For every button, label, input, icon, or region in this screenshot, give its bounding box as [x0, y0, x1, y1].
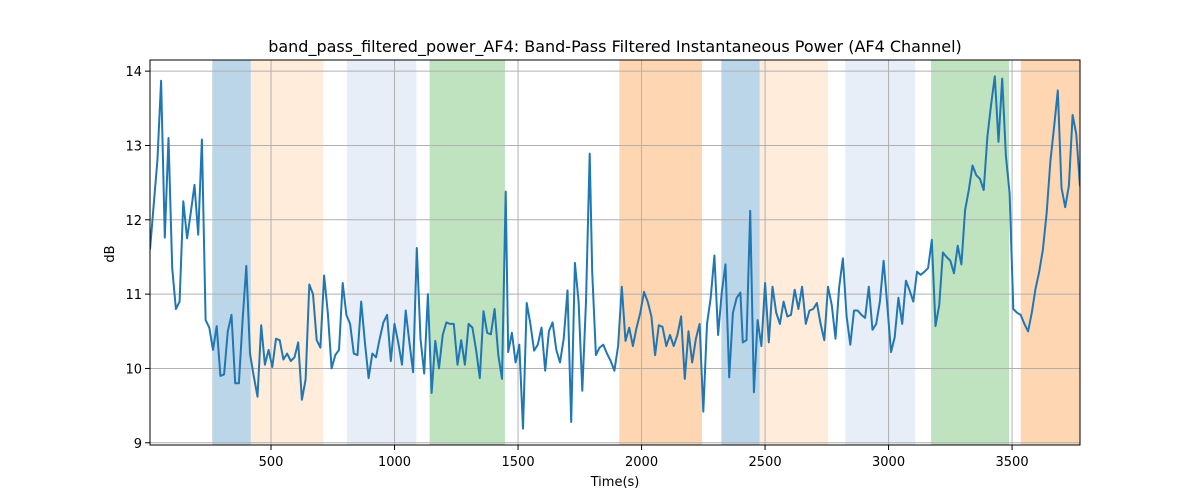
series-layer — [150, 75, 1080, 430]
x-axis-ticks: 500 1000 1500 2000 2500 3000 3500 — [259, 445, 1029, 470]
x-tick-label-0: 500 — [259, 455, 284, 470]
band-9 — [1020, 60, 1080, 445]
band-6 — [759, 60, 829, 445]
y-tick-label-4: 13 — [125, 139, 142, 154]
series-line-0 — [150, 75, 1080, 430]
y-tick-label-0: 9 — [134, 437, 142, 452]
y-tick-label-2: 11 — [125, 288, 142, 303]
x-tick-label-1: 1000 — [378, 455, 411, 470]
chart-title: band_pass_filtered_power_AF4: Band-Pass … — [268, 37, 962, 57]
band-1 — [250, 60, 324, 445]
x-tick-label-4: 2500 — [749, 455, 782, 470]
y-axis-ticks: 9 10 11 12 13 14 — [125, 65, 150, 452]
x-tick-label-2: 1500 — [502, 455, 535, 470]
y-tick-label-3: 12 — [125, 214, 142, 229]
x-tick-label-3: 2000 — [625, 455, 658, 470]
band-3 — [429, 60, 505, 445]
band-7 — [845, 60, 916, 445]
plot-area-frame — [149, 59, 1081, 446]
band-0 — [212, 60, 251, 445]
band-4 — [619, 60, 703, 445]
y-tick-label-1: 10 — [125, 362, 142, 377]
y-tick-label-5: 14 — [125, 65, 142, 80]
y-axis-title: dB — [103, 245, 118, 262]
x-tick-label-6: 3500 — [996, 455, 1029, 470]
x-tick-label-5: 3000 — [872, 455, 905, 470]
gridlines — [150, 60, 1080, 445]
band-2 — [346, 60, 417, 445]
x-axis-title: Time(s) — [590, 475, 640, 490]
